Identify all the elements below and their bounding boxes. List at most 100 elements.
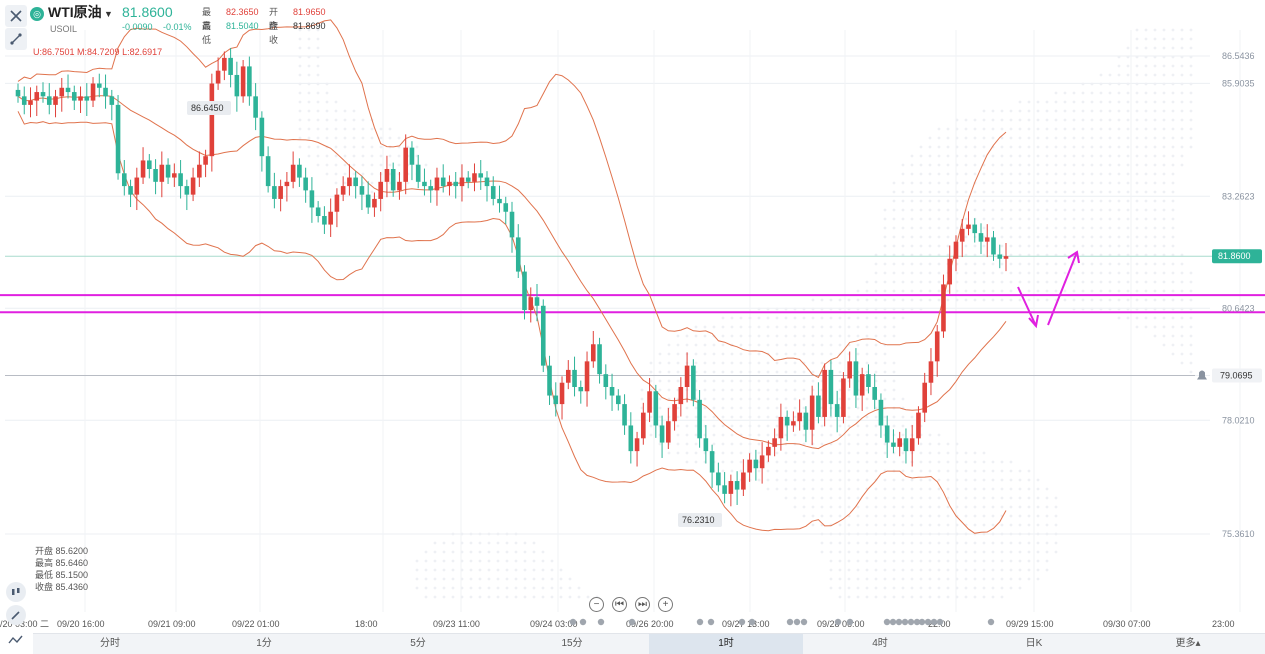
map-dot [937, 541, 941, 545]
map-dot [397, 154, 401, 158]
map-dot [1126, 244, 1130, 248]
map-dot [946, 496, 950, 500]
tab-daily[interactable]: 日K [1025, 638, 1043, 649]
tab-15m[interactable]: 15分 [561, 638, 583, 649]
map-dot [1000, 568, 1004, 572]
map-dot [892, 541, 896, 545]
zoom-out-button[interactable]: − [589, 597, 604, 612]
indicator-button[interactable] [6, 630, 26, 650]
map-dot [658, 406, 662, 410]
map-dot [991, 568, 995, 572]
map-dot [874, 586, 878, 590]
map-dot [1036, 523, 1040, 527]
map-dot [442, 550, 446, 554]
map-dot [1135, 145, 1139, 149]
candle-body [122, 173, 127, 187]
candle-body [21, 96, 27, 105]
map-dot [856, 343, 860, 347]
map-dot [1180, 28, 1184, 32]
zoom-in-button[interactable]: + [658, 597, 673, 612]
map-dot [469, 559, 473, 563]
map-dot [1180, 136, 1184, 140]
map-dot [964, 577, 968, 581]
map-dot [712, 352, 716, 356]
map-dot [901, 568, 905, 572]
caret-down-icon[interactable]: ▼ [104, 9, 113, 19]
map-dot [1171, 64, 1175, 68]
candle-type-button[interactable] [6, 582, 26, 602]
map-dot [964, 253, 968, 257]
info-high: 最高 85.6460 [35, 558, 89, 568]
map-dot [928, 550, 932, 554]
map-dot [505, 568, 509, 572]
tab-1h[interactable]: 1时 [649, 634, 803, 654]
map-dot [1126, 226, 1130, 230]
map-dot [1054, 271, 1058, 275]
candle-body [347, 177, 352, 187]
map-dot [307, 154, 311, 158]
map-dot [1153, 316, 1157, 320]
map-dot [928, 208, 932, 212]
map-dot [892, 379, 896, 383]
map-dot [1036, 208, 1040, 212]
map-dot [1090, 100, 1094, 104]
map-dot [1027, 262, 1031, 266]
map-dot [874, 442, 878, 446]
map-dot [1036, 235, 1040, 239]
map-dot [1009, 208, 1013, 212]
pencil-button[interactable] [6, 605, 26, 625]
map-dot [874, 550, 878, 554]
map-dot [1063, 118, 1067, 122]
map-dot [1144, 154, 1148, 158]
map-dot [1162, 289, 1166, 293]
map-dot [1027, 100, 1031, 104]
map-dot [865, 532, 869, 536]
info-close: 收盘 85.4360 [35, 582, 89, 592]
map-dot [316, 28, 320, 32]
map-dot [892, 307, 896, 311]
map-dot [1000, 262, 1004, 266]
map-dot [838, 541, 842, 545]
candle-body [766, 446, 771, 456]
candle-body [703, 438, 709, 452]
map-dot [937, 586, 941, 590]
tab-1m[interactable]: 1分 [256, 638, 272, 649]
map-dot [694, 361, 698, 365]
map-dot [469, 577, 473, 581]
map-dot [667, 379, 671, 383]
candle-body [590, 344, 596, 362]
map-dot [829, 478, 833, 482]
map-dot [757, 343, 761, 347]
map-dot [1117, 289, 1121, 293]
candle-body [534, 297, 540, 306]
map-dot [1108, 190, 1112, 194]
map-dot [550, 586, 554, 590]
map-dot [1171, 253, 1175, 257]
map-dot [1099, 127, 1103, 131]
map-dot [802, 478, 806, 482]
map-dot [901, 253, 905, 257]
scroll-end-button[interactable]: ⏭ [635, 597, 650, 612]
map-dot [1072, 109, 1076, 113]
map-dot [928, 595, 932, 599]
draw-tool-button[interactable] [5, 28, 27, 50]
map-dot [1018, 586, 1022, 590]
symbol-name[interactable]: WTI原油 [48, 4, 102, 20]
map-dot [856, 505, 860, 509]
tab-fenshi[interactable]: 分时 [100, 638, 120, 649]
map-dot [1126, 190, 1130, 194]
map-dot [991, 460, 995, 464]
tab-5m[interactable]: 5分 [410, 638, 426, 649]
scroll-start-button[interactable]: ⏮ [612, 597, 627, 612]
map-dot [676, 424, 680, 428]
close-button[interactable] [5, 5, 27, 27]
prev-close-value: 81.8690 [293, 21, 326, 31]
tab-4h[interactable]: 4时 [872, 638, 888, 649]
map-dot [874, 514, 878, 518]
y-tick-label: 85.9035 [1222, 78, 1255, 88]
tab-more[interactable]: 更多▴ [1175, 638, 1201, 649]
map-dot [919, 235, 923, 239]
map-dot [955, 442, 959, 446]
